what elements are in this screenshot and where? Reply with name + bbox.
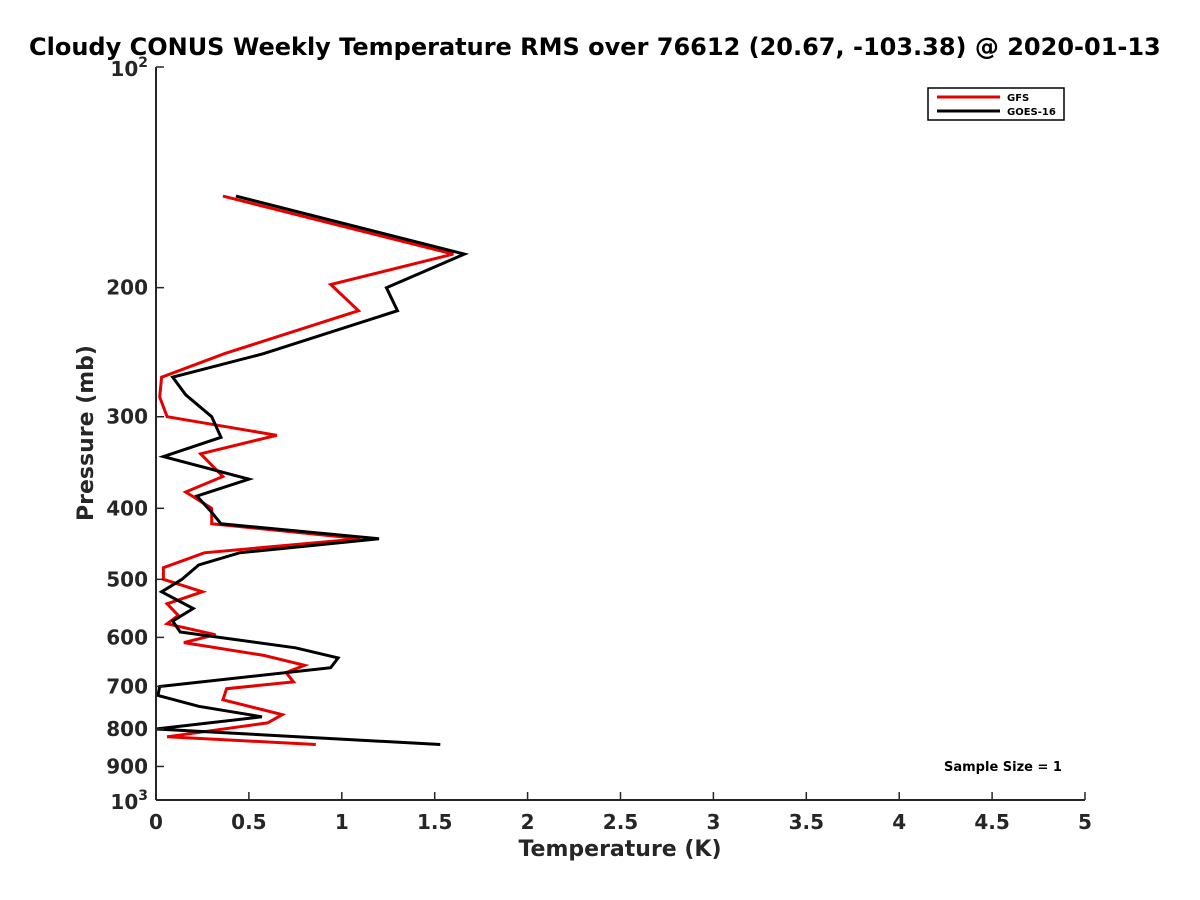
x-tick-label: 4 <box>892 810 906 834</box>
x-tick-label: 3.5 <box>789 810 824 834</box>
plot-area <box>155 194 470 746</box>
legend: GFS GOES-16 <box>927 87 1065 121</box>
x-axis-label: Temperature (K) <box>518 837 721 862</box>
series-line-gfs <box>158 194 454 746</box>
legend-label: GFS <box>1007 93 1029 104</box>
y-tick-label: 200 <box>106 276 148 300</box>
y-tick-label: 600 <box>106 625 148 649</box>
y-tick-label: 900 <box>106 754 148 778</box>
x-tick-label: 0.5 <box>231 810 266 834</box>
y-tick-base: 10 <box>110 57 138 81</box>
y-tick-exponent: 3 <box>138 788 148 804</box>
axes: 0 0.5 1 1.5 2 2.5 3 3.5 4 4.5 5 102200300400500600… <box>106 55 1092 834</box>
x-axis-ticks: 0 0.5 1 1.5 2 2.5 3 3.5 4 4.5 5 <box>149 792 1092 834</box>
x-tick-label: 2.5 <box>603 810 638 834</box>
y-axis-label: Pressure (mb) <box>74 345 99 521</box>
y-tick-label: 700 <box>106 674 148 698</box>
y-tick-label: 800 <box>106 717 148 741</box>
x-tick-label: 0 <box>149 810 163 834</box>
y-tick-label: 500 <box>106 567 148 591</box>
x-tick-label: 1.5 <box>417 810 452 834</box>
y-tick-label-power: 102 <box>110 55 148 81</box>
x-tick-label: 3 <box>706 810 720 834</box>
series-line-goes-16 <box>155 194 470 746</box>
sample-size-annotation: Sample Size = 1 <box>944 760 1062 775</box>
x-tick-label: 1 <box>335 810 349 834</box>
y-tick-label: 300 <box>106 405 148 429</box>
legend-label: GOES-16 <box>1007 107 1056 118</box>
y-tick-exponent: 2 <box>138 55 148 71</box>
y-tick-label: 400 <box>106 496 148 520</box>
x-tick-label: 2 <box>521 810 535 834</box>
chart-title: Cloudy CONUS Weekly Temperature RMS over… <box>29 33 1161 61</box>
y-tick-label-power: 103 <box>110 788 148 814</box>
x-tick-label: 5 <box>1078 810 1092 834</box>
y-tick-base: 10 <box>110 790 138 814</box>
x-tick-label: 4.5 <box>974 810 1009 834</box>
legend-box <box>927 87 1065 121</box>
